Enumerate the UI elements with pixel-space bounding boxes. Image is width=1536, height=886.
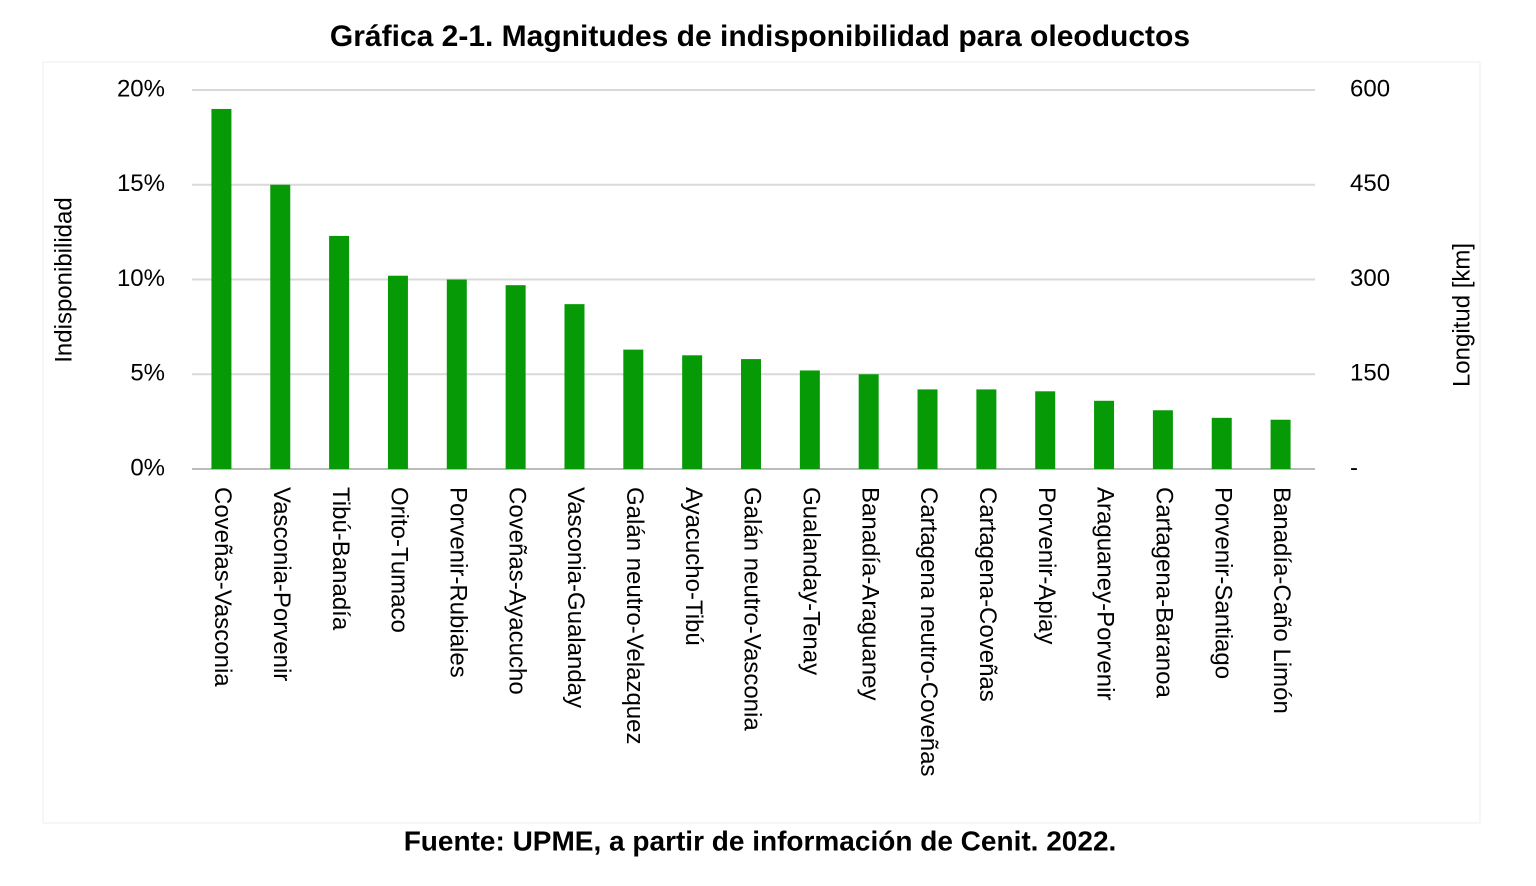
- y2-tick-label: 450: [1350, 170, 1390, 197]
- y-axis-title: Indisponibilidad: [50, 197, 77, 362]
- y-tick-label: 15%: [117, 170, 165, 197]
- x-tick-label: Galán neutro-Velazquez: [621, 487, 648, 745]
- bar: [623, 349, 644, 469]
- x-tick-label: Ayacucho-Tibú: [680, 487, 707, 646]
- bar: [505, 285, 526, 469]
- bar: [564, 304, 585, 469]
- y2-axis-title: Longitud [km]: [1448, 243, 1475, 387]
- x-tick-label: Vasconia-Gualanday: [562, 487, 589, 708]
- x-tick-label: Araguaney-Porvenir: [1092, 487, 1119, 700]
- bar: [682, 355, 703, 469]
- bar: [270, 184, 291, 469]
- x-tick-label: Galán neutro-Vasconia: [739, 487, 766, 731]
- bar: [976, 389, 997, 469]
- x-tick-label: Porvenir-Santiago: [1209, 487, 1236, 679]
- x-tick-label: Cartagena-Baranoa: [1151, 487, 1178, 698]
- chart-title: Gráfica 2-1. Magnitudes de indisponibili…: [330, 20, 1190, 53]
- y2-tick-label: 600: [1350, 75, 1390, 102]
- x-tick-label: Coveñas-Ayacucho: [503, 487, 530, 695]
- y2-tick-label: -: [1350, 454, 1358, 481]
- bar: [917, 389, 938, 469]
- x-tick-label: Cartagena-Coveñas: [974, 487, 1001, 702]
- bar: [1270, 419, 1291, 469]
- x-tick-label: Banadía-Caño Limón: [1268, 487, 1295, 714]
- source: Fuente: UPME, a partir de información de…: [404, 825, 1117, 856]
- bar: [741, 359, 761, 469]
- bar: [858, 374, 879, 469]
- bar: [799, 370, 820, 469]
- y2-tick-label: 150: [1350, 360, 1390, 387]
- bar: [1211, 417, 1232, 469]
- x-tick-label: Porvenir-Rubiales: [444, 487, 471, 678]
- x-tick-label: Coveñas-Vasconia: [209, 487, 236, 687]
- x-tick-label: Vasconia-Porvenir: [268, 487, 295, 681]
- bar: [1035, 391, 1056, 469]
- y-tick-label: 0%: [130, 454, 165, 481]
- x-tick-label: Tibú-Banadía: [327, 487, 354, 631]
- y-tick-label: 5%: [130, 360, 165, 387]
- bar: [329, 235, 350, 469]
- y2-tick-label: 300: [1350, 265, 1390, 292]
- bar: [211, 108, 232, 469]
- x-tick-label: Gualanday-Tenay: [797, 487, 824, 675]
- bar: [1152, 410, 1173, 469]
- x-tick-label: Banadía-Araguaney: [856, 487, 883, 701]
- x-tick-label: Cartagena neutro-Coveñas: [915, 487, 942, 777]
- y-tick-label: 20%: [117, 75, 165, 102]
- y-tick-label: 10%: [117, 265, 165, 292]
- bar: [1094, 400, 1115, 469]
- bar: [446, 279, 467, 469]
- x-tick-label: Porvenir-Apiay: [1033, 487, 1060, 644]
- x-tick-label: Orito-Tumaco: [386, 487, 413, 633]
- bar: [387, 275, 408, 469]
